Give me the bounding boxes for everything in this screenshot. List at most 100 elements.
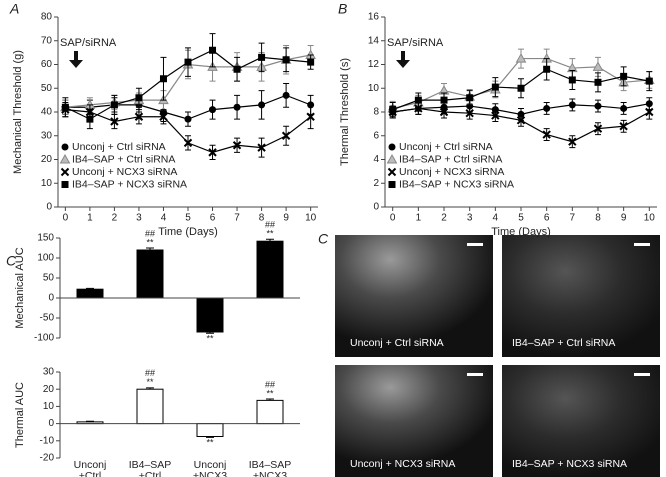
error-bar [146, 247, 154, 250]
panel-label: C [6, 253, 17, 269]
significance-label: ** [146, 237, 154, 247]
legend-marker [388, 181, 396, 188]
marker [645, 77, 653, 85]
y-tick-label: 60 [41, 59, 53, 70]
legend-label: IB4–SAP + NCX3 siRNA [399, 178, 514, 190]
marker [645, 107, 654, 117]
marker [183, 138, 193, 148]
y-tick-label: 30 [41, 130, 53, 141]
x-tick-label: +Ctrl [139, 470, 161, 477]
y-tick-label: 20 [41, 154, 53, 165]
marker [619, 122, 628, 131]
marker [258, 53, 266, 61]
y-tick-label: 0 [48, 418, 54, 429]
marker [209, 106, 217, 114]
y-tick-label: 50 [43, 273, 55, 284]
marker [233, 65, 241, 73]
legend-marker [387, 167, 397, 177]
image [502, 235, 660, 357]
marker [257, 143, 266, 152]
y-tick-label: -10 [40, 435, 55, 446]
error-bar [86, 287, 94, 290]
marker [135, 94, 143, 102]
x-tick-label: 6 [544, 213, 550, 224]
panel-label: A [9, 1, 19, 17]
marker [543, 104, 551, 112]
x-tick-label: 2 [112, 213, 118, 224]
marker [542, 130, 551, 139]
image [335, 365, 493, 477]
marker [594, 78, 602, 86]
error-bar [266, 238, 274, 242]
marker [466, 102, 474, 110]
x-axis-label: Time (Days) [491, 226, 550, 238]
x-tick-label: 9 [283, 213, 289, 224]
error-bar [86, 420, 94, 422]
legend-marker [388, 143, 396, 151]
panel-label: B [338, 1, 347, 17]
legend-marker [59, 153, 71, 164]
marker [593, 124, 603, 133]
legend-label: IB4–SAP + Ctrl siRNA [399, 153, 502, 165]
y-axis-label: Thermal AUC [14, 382, 26, 448]
marker [568, 101, 576, 109]
marker [389, 106, 397, 114]
scale-bar [467, 373, 483, 376]
bar [136, 249, 164, 299]
annotation: SAP/siRNA [60, 37, 117, 49]
x-tick-label: Unconj [74, 459, 107, 471]
marker [592, 61, 604, 71]
x-tick-label: 10 [644, 213, 656, 224]
error-bar [266, 398, 274, 401]
marker [282, 56, 290, 64]
significance-label: ## [265, 379, 275, 389]
image-label: IB4–SAP + NCX3 siRNA [512, 458, 627, 470]
y-tick-label: 10 [41, 178, 53, 189]
y-tick-label: 8 [373, 107, 379, 118]
marker [491, 83, 499, 91]
bar [76, 288, 104, 299]
micrograph: Unconj + NCX3 siRNA [335, 365, 493, 477]
legend-marker [60, 167, 70, 177]
x-tick-label: +NCX3 [253, 470, 287, 477]
legend-label: IB4–SAP + Ctrl siRNA [72, 153, 175, 165]
y-tick-label: 150 [37, 233, 54, 244]
marker [184, 58, 192, 66]
x-tick-label: Unconj [194, 459, 227, 471]
legend-label: Unconj + NCX3 siRNA [72, 166, 177, 178]
y-tick-label: 40 [41, 107, 53, 118]
bar [196, 297, 224, 333]
marker [465, 108, 474, 118]
legend-marker [386, 153, 398, 164]
micrograph: IB4–SAP + Ctrl siRNA [502, 235, 660, 357]
y-axis-label: Mechanical AUC [14, 247, 26, 328]
marker [645, 100, 653, 108]
y-tick-label: 0 [48, 293, 54, 304]
marker [282, 91, 290, 99]
scale-bar [634, 373, 650, 376]
x-tick-label: +Ctrl [79, 470, 101, 477]
marker [110, 117, 119, 126]
significance-label: ## [145, 368, 155, 378]
marker [208, 148, 217, 157]
x-tick-label: 4 [493, 213, 499, 224]
marker [61, 103, 69, 111]
marker [439, 107, 449, 117]
x-tick-label: 6 [210, 213, 216, 224]
y-tick-label: 12 [368, 59, 380, 70]
x-tick-label: 10 [305, 213, 317, 224]
legend-label: Unconj + NCX3 siRNA [399, 166, 504, 178]
x-tick-label: 9 [621, 213, 627, 224]
legend-marker [61, 143, 69, 151]
marker [515, 53, 527, 63]
significance-label: ** [206, 334, 214, 344]
y-tick-label: 20 [43, 384, 55, 395]
marker [86, 115, 94, 123]
marker [233, 103, 241, 111]
x-tick-label: 0 [390, 213, 396, 224]
x-tick-label: 5 [518, 213, 524, 224]
marker [232, 141, 242, 150]
y-axis-label: Thermal Threshold (s) [339, 58, 351, 166]
x-axis-label: Time (Days) [158, 226, 217, 238]
